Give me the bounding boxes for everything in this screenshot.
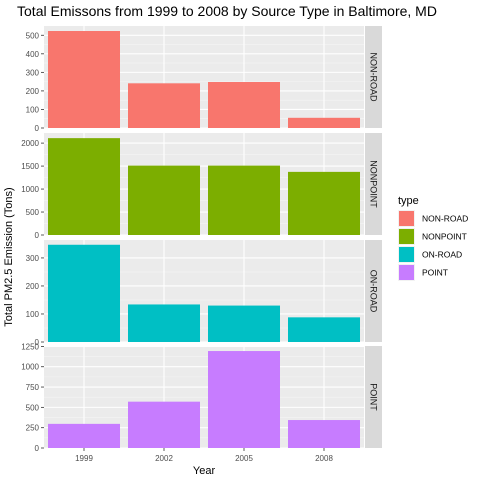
bar-point-2005: [208, 351, 280, 448]
y-tick-label: 100: [26, 105, 40, 114]
y-tick-label: 2000: [21, 139, 39, 148]
bar-nonpoint-2002: [128, 165, 200, 235]
bar-on-road-1999: [48, 244, 120, 342]
bar-non-road-2005: [208, 82, 280, 128]
bar-point-2002: [128, 401, 200, 448]
bar-non-road-1999: [48, 31, 120, 129]
panel-nonpoint: 0 500 1000 1500 2000 NONPOINT: [21, 133, 382, 240]
x-tick-label: 2008: [315, 454, 333, 463]
facet-strip-label: NON-ROAD: [369, 53, 379, 102]
bar-on-road-2008: [288, 317, 360, 342]
facet-strip-label: NONPOINT: [369, 160, 379, 208]
legend-key-swatch: [399, 211, 414, 226]
y-tick-label: 500: [26, 208, 40, 217]
y-tick-label: 1000: [21, 185, 39, 194]
y-tick-label: 300: [26, 68, 40, 77]
facet-strip: [365, 240, 382, 342]
legend-item-nonpoint: NONPOINT: [398, 228, 467, 245]
legend-label: NON-ROAD: [422, 214, 468, 224]
legend-item-point: POINT: [398, 264, 448, 281]
legend-key-swatch: [399, 229, 414, 244]
y-tick-label: 100: [26, 310, 40, 319]
y-tick-label: 500: [26, 31, 40, 40]
y-tick-label: 750: [26, 383, 40, 392]
legend-label: POINT: [422, 268, 448, 278]
x-axis: 1999 2002 2005 2008: [75, 448, 333, 463]
facet-panels: 0100200300400500NON-ROAD0500100015002000…: [21, 26, 382, 453]
facet-strip: [365, 346, 382, 448]
y-tick-label: 0: [35, 231, 40, 240]
x-tick-label: 2005: [235, 454, 253, 463]
facet-strip: [365, 26, 382, 128]
legend-item-on-road: ON-ROAD: [398, 246, 462, 263]
y-tick-label: 1250: [21, 342, 39, 351]
y-tick-label: 1500: [21, 162, 39, 171]
facet-strip: [365, 133, 382, 235]
bar-point-1999: [48, 423, 120, 448]
bar-on-road-2002: [128, 304, 200, 342]
bar-non-road-2002: [128, 83, 200, 128]
facet-strip-label: POINT: [369, 383, 379, 411]
bar-non-road-2008: [288, 117, 360, 128]
legend: type NON-ROAD NONPOINT ON-ROAD POINT: [398, 195, 468, 281]
bar-nonpoint-2005: [208, 165, 280, 235]
y-tick-label: 400: [26, 50, 40, 59]
y-tick-label: 0: [35, 338, 40, 347]
panel-non-road: 0 100 200 300 400 500 NON-ROAD: [26, 26, 382, 133]
y-tick-label: 250: [26, 424, 40, 433]
legend-label: NONPOINT: [422, 232, 467, 242]
legend-title: type: [398, 195, 419, 207]
panel-point: 0 250 500 750 1000 1250 POINT: [21, 342, 382, 453]
bar-nonpoint-1999: [48, 138, 120, 235]
panel-on-road: 0 100 200 300 ON-ROAD: [26, 240, 382, 347]
legend-key-swatch: [399, 265, 414, 280]
x-tick-label: 1999: [75, 454, 93, 463]
facet-strip-label: ON-ROAD: [369, 270, 379, 313]
y-axis-title: Total PM2.5 Emission (Tons): [3, 187, 15, 326]
legend-key-swatch: [399, 247, 414, 262]
y-tick-label: 0: [35, 124, 40, 133]
bar-on-road-2005: [208, 305, 280, 342]
y-tick-label: 300: [26, 254, 40, 263]
bar-nonpoint-2008: [288, 171, 360, 235]
y-tick-label: 0: [35, 444, 40, 453]
bar-point-2008: [288, 420, 360, 448]
y-tick-label: 200: [26, 282, 40, 291]
legend-item-non-road: NON-ROAD: [398, 210, 468, 227]
legend-label: ON-ROAD: [422, 250, 462, 260]
chart-title: Total Emissons from 1999 to 2008 by Sour…: [17, 3, 437, 19]
y-tick-label: 200: [26, 87, 40, 96]
x-tick-label: 2002: [155, 454, 173, 463]
y-tick-label: 1000: [21, 363, 39, 372]
x-axis-title: Year: [193, 465, 216, 477]
y-tick-label: 500: [26, 403, 40, 412]
